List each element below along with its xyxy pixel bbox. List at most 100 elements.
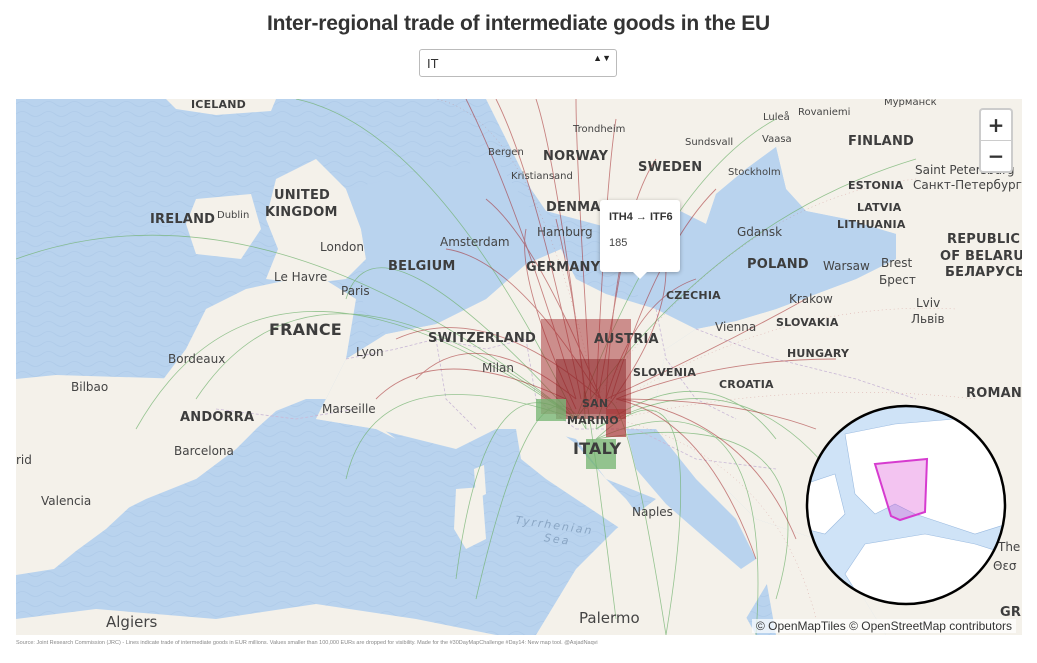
label-sweden: SWEDEN [638,160,703,175]
tooltip-value: 185 [609,237,628,249]
label-warsaw: Warsaw [823,259,870,273]
land-iceland [166,99,276,115]
label-trondheim: Trondheim [573,124,626,135]
locator-globe [805,404,1007,606]
label-vaasa: Vaasa [762,134,792,145]
land-africa [16,604,496,635]
label-austria: AUSTRIA [594,332,659,347]
label-san: SAN [582,397,609,410]
label-hungary: HUNGARY [787,347,850,360]
label-krakow: Krakow [789,292,833,306]
label-murmansk: Мурманск [884,99,937,108]
globe-focus-region [873,457,929,522]
label-czechia: CZECHIA [666,289,721,302]
label-algiers: Algiers [106,613,158,631]
label-marino: MARINO [567,414,619,427]
country-select[interactable]: IT ▲▼ [419,49,617,77]
label-brest-cyr: Брест [879,273,916,287]
label-france: FRANCE [269,320,342,339]
land-ireland [186,194,261,259]
label-kristiansand: Kristiansand [511,171,573,182]
basemap [16,99,1022,635]
label-switzerland: SWITZERLAND [428,331,536,346]
land-italy [516,429,756,635]
label-the: The [998,540,1021,554]
country-select-value: IT [427,56,439,71]
label-amsterdam: Amsterdam [440,235,510,249]
label-latvia: LATVIA [857,201,902,214]
water-north-sea [346,159,561,334]
label-vienna: Vienna [715,320,757,334]
flow-tooltip: ITH4 → ITF6 185 [600,200,680,279]
label-sundsvall: Sundsvall [685,137,734,148]
label-le-havre: Le Havre [274,270,328,284]
label-saint-petersburg-cyr: Санкт-Петербург [913,178,1022,192]
label-poland: POLAND [747,257,809,272]
map-view[interactable]: ICELAND NORWAY SWEDEN FINLAND ESTONIA LA… [16,99,1022,635]
label-kingdom: KINGDOM [265,205,338,220]
label-rovaniemi: Rovaniemi [798,107,851,118]
label-bordeaux: Bordeaux [168,352,226,366]
label-of-belarus: OF BELARUS [940,249,1022,264]
label-naples: Naples [632,505,673,519]
label-iceland: ICELAND [191,99,246,111]
land-central [316,249,776,635]
label-lviv-cyr: Львів [911,312,945,326]
tooltip-tail [632,271,648,279]
tooltip-route: ITH4 → ITF6 [609,211,673,223]
label-andorra: ANDORRA [180,410,255,425]
label-republic: REPUBLIC [947,232,1021,247]
flows-import [16,99,917,635]
label-lithuania: LITHUANIA [837,218,906,231]
label-united: UNITED [274,188,331,203]
label-slovenia: SLOVENIA [633,366,697,379]
label-hamburg: Hamburg [537,225,593,239]
land-balkans [756,519,886,635]
label-milan: Milan [482,361,514,375]
label-stockholm: Stockholm [728,167,781,178]
flows-dots [435,99,977,620]
label-belgium: BELGIUM [388,259,456,274]
label-lulea: Luleå [763,112,790,123]
land-sicily [576,607,666,635]
label-valencia: Valencia [41,494,92,508]
select-arrows-icon: ▲▼ [593,53,611,63]
land-spain [16,375,216,569]
label-estonia: ESTONIA [848,179,904,192]
label-dublin: Dublin [217,210,250,221]
source-note: Source: Joint Research Commission (JRC) … [16,640,598,646]
water-baltic [616,147,896,329]
zoom-out-button[interactable]: − [987,144,1005,168]
label-slovakia: SLOVAKIA [776,316,839,329]
label-italy: ITALY [573,439,622,458]
label-croatia: CROATIA [719,378,774,391]
label-bilbao: Bilbao [71,380,109,394]
page-title: Inter-regional trade of intermediate goo… [267,12,770,35]
zoom-control: + − [979,108,1013,173]
label-barcelona: Barcelona [174,444,234,458]
map-attribution[interactable]: © OpenMapTiles © OpenStreetMap contribut… [751,619,1016,633]
label-lviv: Lviv [916,296,941,310]
label-brest: Brest [881,256,913,270]
label-paris: Paris [341,284,370,298]
label-madrid-partial: rid [16,453,32,467]
label-thess: Θεσ [993,559,1017,573]
label-marseille: Marseille [322,402,376,416]
label-germany: GERMANY [526,260,601,275]
label-london: London [320,240,364,254]
label-roman: ROMAN [966,386,1022,401]
water-adriatic [626,429,756,569]
land-sardinia [454,487,486,549]
label-bergen: Bergen [488,147,524,158]
label-norway: NORWAY [543,149,609,164]
label-gdansk: Gdansk [737,225,783,239]
label-finland: FINLAND [848,134,915,149]
label-palermo: Palermo [579,609,640,627]
italy-regions-cluster [536,319,631,469]
label-belarus-cyr: БЕЛАРУСЬ [945,265,1022,280]
land-uk [266,159,366,284]
label-ireland: IRELAND [150,212,216,227]
label-gr: GR [1000,605,1022,620]
zoom-in-button[interactable]: + [981,110,1011,141]
label-lyon: Lyon [356,345,384,359]
